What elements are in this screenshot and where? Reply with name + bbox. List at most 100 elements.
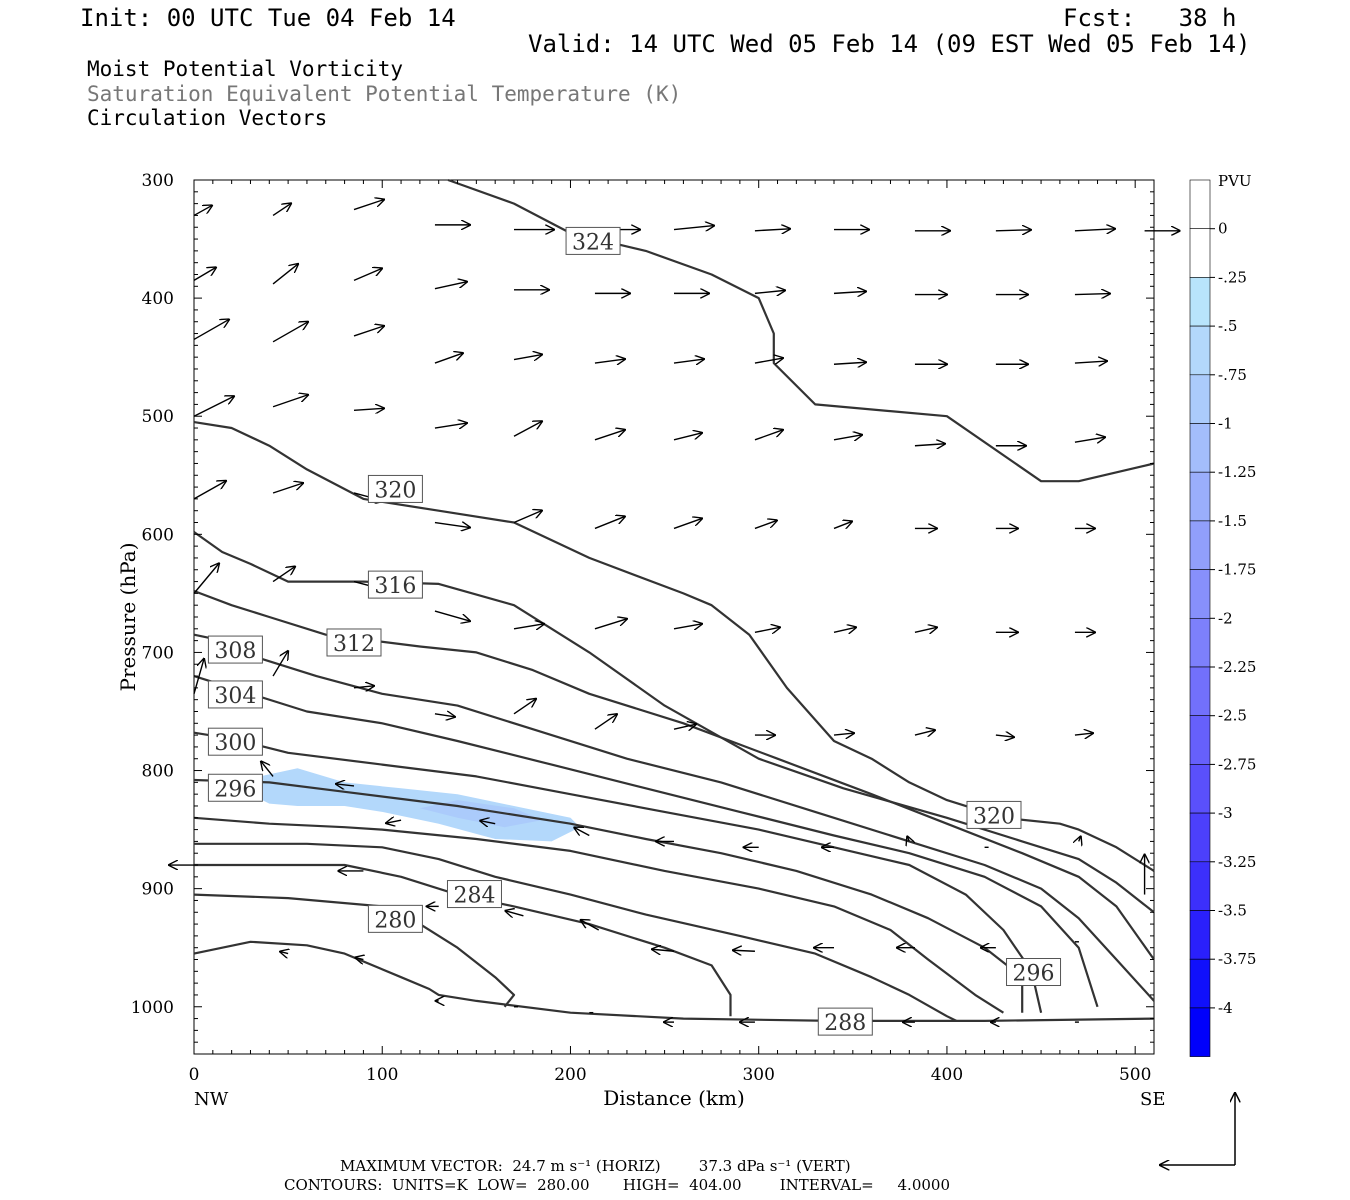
theta-contour-280 — [193, 893, 516, 1008]
colorbar-level-label: -1.75 — [1218, 561, 1256, 579]
colorbar-level-label: -.75 — [1218, 366, 1247, 384]
y-tick-label: 1000 — [131, 998, 174, 1018]
circulation-vector — [914, 444, 945, 446]
colorbar-swatch — [1189, 617, 1211, 668]
circulation-vector — [353, 408, 384, 410]
circulation-vector — [280, 952, 288, 954]
circulation-vector — [581, 920, 600, 931]
contour-label-box — [207, 727, 263, 756]
valid-time: Valid: 14 UTC Wed 05 Feb 14 (09 EST Wed … — [528, 30, 1251, 58]
circulation-vector — [754, 290, 785, 293]
contour-label: 320 — [374, 478, 416, 503]
colorbar-level-label: -3.75 — [1218, 950, 1256, 968]
colorbar-level-label: -1.25 — [1218, 463, 1256, 481]
x-tick-label: 400 — [931, 1065, 963, 1085]
contour-label: 288 — [824, 1011, 866, 1036]
circulation-vector — [434, 353, 463, 364]
theta-contour-292 — [193, 816, 1004, 1014]
pv-shaded-region-core — [419, 800, 543, 828]
pv-colorbar: 0 -.25 -.5 -.75 -1 -1.25 -1.5 -1.75 -2 -2.25 -2.5 -… — [1189, 179, 1256, 1057]
circulation-vector — [272, 322, 308, 343]
circulation-vector — [193, 205, 212, 217]
circulation-vector — [261, 761, 274, 777]
contour-label: 280 — [374, 908, 416, 933]
colorbar-level-label: -1.5 — [1218, 512, 1247, 530]
field-title-theta-es: Saturation Equivalent Potential Temperat… — [87, 82, 682, 106]
colorbar-swatch — [1189, 958, 1211, 1009]
circulation-vector — [353, 200, 384, 211]
circulation-vector — [995, 230, 1031, 231]
circulation-vector — [594, 430, 625, 441]
circulation-vector — [386, 820, 402, 823]
circulation-vector — [754, 520, 777, 530]
y-tick-label: 900 — [142, 880, 174, 900]
circulation-vector — [754, 229, 790, 231]
circulation-vector — [673, 624, 702, 629]
theta-contour-296 — [193, 778, 1024, 1013]
contour-label-box — [207, 680, 263, 709]
y-tick-label: 600 — [142, 525, 174, 545]
x-end-label-nw: NW — [194, 1089, 229, 1110]
contour-label-box — [367, 570, 423, 599]
colorbar-swatch — [1189, 812, 1211, 863]
theta-contour-320 — [193, 421, 1155, 872]
circulation-vector — [733, 950, 755, 951]
circulation-vector — [272, 203, 291, 217]
colorbar-level-label: -.5 — [1218, 317, 1237, 335]
pv-shading — [250, 768, 580, 842]
y-axis-label: Pressure (hPa) — [116, 543, 140, 692]
contour-label-box — [446, 880, 502, 909]
colorbar-swatch — [1189, 228, 1211, 278]
circulation-vector — [434, 714, 455, 717]
circulation-vector — [193, 267, 216, 281]
theta-contour-300 — [193, 731, 1043, 1013]
colorbar-swatch — [1189, 666, 1211, 717]
circulation-vector — [272, 395, 308, 408]
colorbar-swatch — [1189, 1007, 1211, 1057]
contour-labels: 324 320 316 312 308 304 300 296 284 280 320 296 288 — [207, 226, 1062, 1036]
circulation-vector — [434, 523, 470, 528]
circulation-vector — [480, 821, 496, 824]
circulation-vector — [193, 563, 219, 594]
contour-label-box — [367, 904, 423, 933]
circulation-vector — [833, 627, 856, 632]
circulation-vector — [914, 627, 937, 632]
circulation-vector — [193, 319, 229, 341]
circulation-vector — [272, 651, 288, 677]
contour-label-box — [207, 635, 263, 664]
circulation-vector — [574, 828, 590, 837]
circulation-vector — [1079, 836, 1081, 841]
circulation-vector — [505, 911, 524, 916]
colorbar-swatch — [1189, 861, 1211, 911]
x-end-label-se: SE — [1140, 1089, 1165, 1110]
circulation-vector — [434, 282, 467, 290]
contour-label: 296 — [1013, 962, 1055, 987]
axes: 300 400 500 600 700 800 900 1000 0 100 200 300 400 50… — [131, 171, 1155, 1085]
forecast-hour: Fcst: 38 h — [1063, 4, 1237, 32]
circulation-vector — [673, 518, 702, 530]
colorbar-level-label: -3.25 — [1218, 853, 1256, 871]
circulation-vector — [754, 627, 780, 632]
contour-info: CONTOURS: UNITS=K LOW= 280.00 HIGH= 404.… — [284, 1176, 950, 1194]
circulation-vector — [995, 735, 1014, 737]
circulation-vector — [513, 699, 536, 715]
circulation-vector — [434, 423, 467, 428]
colorbar-swatch — [1189, 520, 1211, 570]
colorbar-swatch — [1189, 277, 1211, 327]
circulation-vector — [1074, 294, 1110, 295]
circulation-vector — [1074, 361, 1107, 363]
colorbar-swatch — [1189, 569, 1211, 619]
contour-label: 296 — [214, 777, 256, 802]
field-title-mpv: Moist Potential Vorticity — [87, 57, 404, 81]
circulation-vector — [513, 355, 542, 360]
colorbar-level-label: -2.25 — [1218, 658, 1256, 676]
theta-contour-288 — [194, 842, 957, 1022]
colorbar-level-label: 0 — [1218, 220, 1228, 238]
circulation-vector — [1074, 229, 1115, 231]
colorbar-swatch — [1189, 715, 1211, 765]
x-tick-label: 500 — [1119, 1065, 1151, 1085]
circulation-vector — [833, 362, 866, 364]
circulation-vector — [272, 264, 298, 285]
contour-label: 308 — [214, 639, 256, 664]
